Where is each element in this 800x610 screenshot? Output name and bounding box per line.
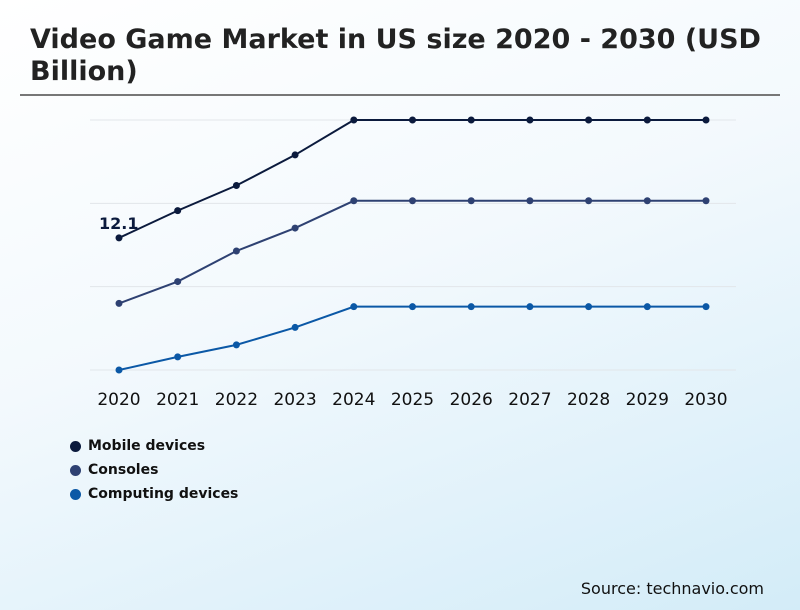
legend-item: Mobile devices [70,434,238,458]
data-point [409,116,416,124]
data-point [409,303,416,311]
x-tick-label: 2025 [391,390,434,410]
data-point [643,116,651,124]
data-point [467,197,475,205]
title-divider [20,94,780,96]
data-point [291,151,299,159]
chart-title: Video Game Market in US size 2020 - 2030… [30,24,761,87]
data-point [350,116,358,124]
legend-label: Mobile devices [88,438,206,454]
data-point [115,299,123,307]
data-point [232,247,240,255]
legend-item: Consoles [70,458,238,482]
data-point [174,353,182,361]
data-point [174,278,182,286]
data-point [232,341,240,349]
data-point [702,197,710,205]
x-tick-label: 2028 [567,390,610,410]
data-label: 12.1 [99,214,138,233]
data-point [115,366,123,374]
data-point [526,303,534,311]
source-label: Source: technavio.com [580,579,764,598]
data-point [409,197,416,205]
data-point [115,234,123,242]
data-point [350,197,358,205]
data-point [643,303,651,311]
data-point [643,197,651,205]
data-point [350,303,358,311]
data-point [526,197,534,205]
legend-marker-icon [70,464,81,476]
line-chart: 2020 2021 2022 2023 2024 2025 2026 2027 2028 2029… [90,116,736,410]
legend-marker-icon [70,488,81,500]
legend-label: Consoles [88,462,159,478]
data-point [702,303,710,311]
x-tick-label: 2027 [508,390,551,410]
data-point [585,197,593,205]
data-point [174,207,182,215]
series-line [118,305,706,371]
x-tick-label: 2022 [215,390,258,410]
data-point [291,224,299,232]
x-tick-label: 2024 [332,390,375,410]
x-tick-label: 2023 [273,390,316,410]
x-tick-label: 2029 [626,390,669,410]
legend-marker-icon [70,440,81,452]
legend-item: Computing devices [70,482,238,506]
data-point [702,116,710,124]
x-tick-label: 2020 [97,390,140,410]
series-line [118,119,706,239]
series-line [118,199,706,305]
data-point [467,303,475,311]
x-tick-label: 2030 [684,390,727,410]
legend: Mobile devices Consoles Computing devices [70,434,238,506]
legend-label: Computing devices [88,486,239,502]
data-point [467,116,475,124]
x-tick-label: 2021 [156,390,199,410]
data-point [291,323,299,331]
data-point [232,182,240,190]
x-tick-label: 2026 [450,390,493,410]
data-point [585,116,593,124]
data-point [585,303,593,311]
data-point [526,116,534,124]
